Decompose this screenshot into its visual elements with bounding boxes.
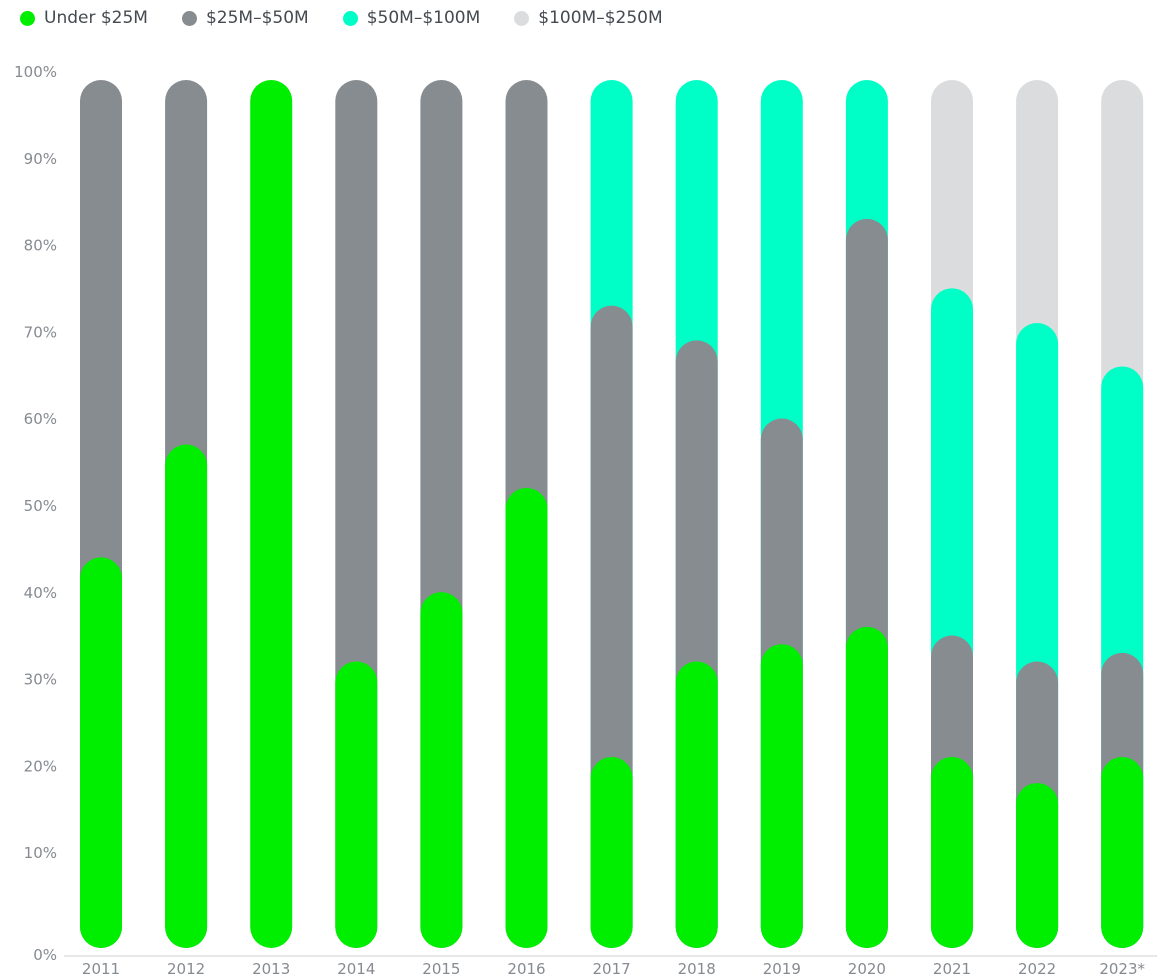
x-tick-label: 2021 — [933, 960, 971, 978]
y-tick-label: 80% — [24, 237, 57, 255]
bar-2018-under-25m — [675, 661, 718, 948]
x-axis: 2011 2012 2013 2014 2015 2016 2017 2018 2019 2020… — [82, 960, 1146, 978]
bar-group-2019 — [760, 80, 803, 948]
bar-2012-under-25m — [165, 444, 208, 948]
bar-group-2011 — [80, 80, 122, 948]
legend-label-25m-50m: $25M–$50M — [205, 8, 309, 28]
legend-label-100m-250m: $100M–$250M — [538, 8, 663, 28]
legend-item-25m-50m: $25M–$50M — [181, 8, 309, 28]
x-tick-label: 2015 — [422, 960, 460, 978]
bar-2016-under-25m — [505, 487, 548, 948]
bar-2017-under-25m — [590, 757, 633, 948]
legend: Under $25M $25M–$50M $50M–$100M $100M–$2… — [20, 4, 663, 32]
y-axis: 0% 10% 20% 30% 40% 50% 60% 70% 80% 90% 100% — [14, 63, 1157, 964]
x-tick-label: 2014 — [337, 960, 375, 978]
bar-group-2017 — [590, 80, 633, 948]
bar-group-2021 — [931, 80, 973, 948]
bar-group-2015 — [420, 80, 463, 948]
x-tick-label: 2018 — [678, 960, 716, 978]
bar-group-2013 — [250, 80, 293, 948]
x-tick-label: 2019 — [763, 960, 801, 978]
bar-group-2023 — [1101, 80, 1144, 948]
legend-label-under-25m: Under $25M — [44, 8, 148, 28]
x-tick-label: 2016 — [507, 960, 545, 978]
y-tick-label: 20% — [24, 757, 57, 775]
bar-2015-under-25m — [420, 592, 463, 948]
bar-2019-under-25m — [760, 644, 803, 948]
y-tick-label: 30% — [24, 671, 57, 689]
bar-2013-under-25m — [250, 80, 293, 948]
y-tick-label: 100% — [14, 63, 57, 81]
legend-swatch-50m-100m — [342, 10, 358, 26]
y-tick-label: 60% — [24, 410, 57, 428]
legend-label-50m-100m: $50M–$100M — [366, 8, 481, 28]
bar-group-2016 — [505, 80, 548, 948]
bar-2022-under-25m — [1016, 783, 1059, 948]
x-tick-label: 2020 — [848, 960, 886, 978]
bar-2011-under-25m — [80, 557, 122, 948]
legend-swatch-100m-250m — [514, 10, 530, 26]
legend-item-100m-250m: $100M–$250M — [514, 8, 663, 28]
x-tick-label: 2023* — [1099, 960, 1145, 978]
x-tick-label: 2017 — [593, 960, 631, 978]
y-tick-label: 10% — [24, 844, 57, 862]
y-tick-label: 90% — [24, 150, 57, 168]
legend-swatch-under-25m — [20, 10, 35, 26]
bar-2023-under-25m — [1101, 757, 1144, 948]
x-tick-label: 2022 — [1018, 960, 1056, 978]
y-tick-label: 50% — [24, 497, 57, 515]
bar-2020-under-25m — [845, 626, 888, 948]
y-tick-label: 40% — [24, 584, 57, 602]
x-tick-label: 2011 — [82, 960, 120, 978]
x-tick-label: 2012 — [167, 960, 205, 978]
bar-group-2020 — [845, 80, 888, 948]
bar-group-2014 — [335, 80, 378, 948]
bar-group-2012 — [165, 80, 208, 948]
x-tick-label: 2013 — [252, 960, 290, 978]
y-tick-label: 0% — [33, 946, 57, 964]
bar-group-2018 — [675, 80, 718, 948]
y-tick-label: 70% — [24, 323, 57, 341]
legend-item-under-25m: Under $25M — [20, 8, 148, 28]
legend-swatch-25m-50m — [181, 10, 197, 26]
bar-2014-under-25m — [335, 661, 378, 948]
bar-2021-under-25m — [931, 757, 973, 948]
bars — [80, 80, 1144, 948]
legend-item-50m-100m: $50M–$100M — [342, 8, 481, 28]
bar-group-2022 — [1016, 80, 1059, 948]
